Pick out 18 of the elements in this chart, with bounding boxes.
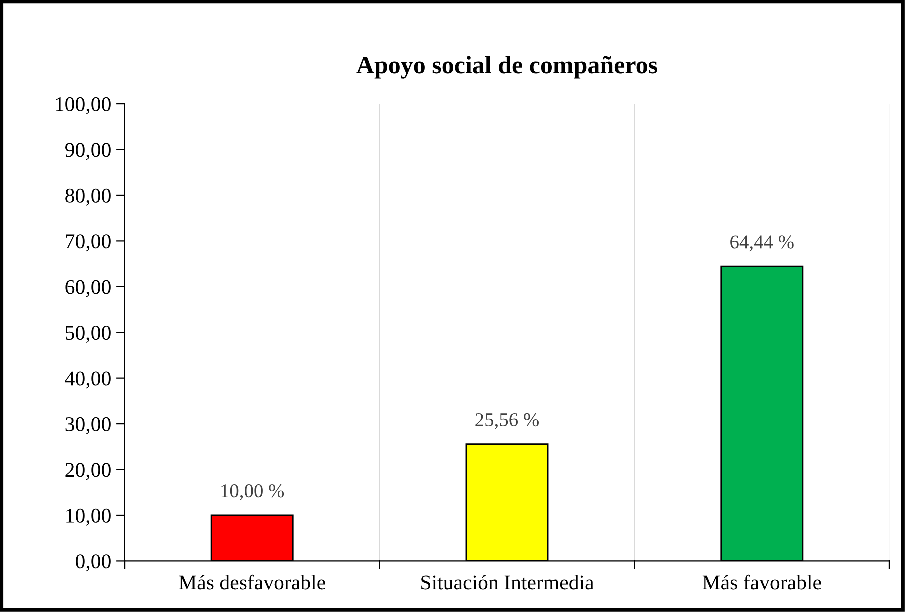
y-tick-label: 60,00 [66,280,111,298]
y-tick-label: 90,00 [65,143,111,160]
x-tick-label: Situación Intermedia [422,575,594,590]
y-tick-label: 80,00 [66,188,111,206]
y-tick-label: 0,00 [76,554,111,572]
data-label: 10,00 % [222,484,284,500]
y-tick-label: 70,00 [66,234,111,252]
data-label: 25,56 % [476,413,539,430]
chart-title: Apoyo social de compañeros [356,56,658,79]
y-tick-label: 30,00 [66,417,111,434]
y-tick-label: 50,00 [66,326,111,344]
y-tick-label: 40,00 [65,372,111,389]
y-tick-label: 100,00 [56,97,111,114]
x-tick-label: Más desfavorable [179,574,326,590]
x-tick-label: Más favorable [702,574,822,590]
y-tick-label: 10,00 [66,508,111,526]
data-label: 64,44 % [730,236,794,252]
y-tick-label: 20,00 [66,463,111,480]
